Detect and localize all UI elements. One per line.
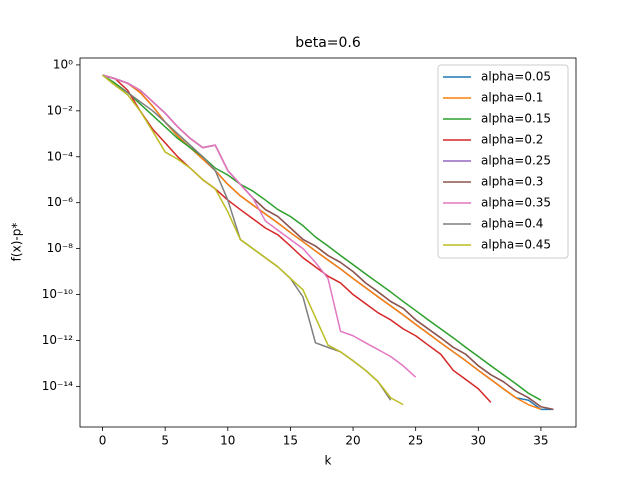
x-tick-label: 25	[408, 434, 423, 448]
series-line	[102, 74, 492, 403]
y-tick-label: 10⁻¹⁴	[42, 379, 73, 393]
legend-label: alpha=0.35	[481, 196, 551, 210]
y-tick-label: 10⁰	[53, 57, 73, 71]
chart-title: beta=0.6	[295, 35, 361, 51]
y-axis-label: f(x)-p*	[10, 223, 24, 262]
x-tick-label: 15	[283, 434, 298, 448]
x-tick-label: 20	[345, 434, 360, 448]
y-tick-label: 10⁻⁴	[47, 149, 74, 163]
x-tick-label: 5	[161, 434, 169, 448]
legend-label: alpha=0.2	[481, 133, 543, 147]
x-axis-label: k	[325, 454, 332, 468]
legend-label: alpha=0.25	[481, 154, 551, 168]
y-tick-label: 10⁻⁶	[47, 195, 74, 209]
x-tick-label: 10	[220, 434, 235, 448]
legend-label: alpha=0.45	[481, 238, 551, 252]
y-tick-label: 10⁻¹²	[42, 333, 73, 347]
y-tick-label: 10⁻⁸	[47, 241, 74, 255]
series-line	[102, 74, 417, 378]
legend-label: alpha=0.05	[481, 70, 551, 84]
x-tick-label: 0	[99, 434, 107, 448]
series-line	[102, 74, 542, 411]
plot-frame	[79, 57, 577, 428]
y-tick-label: 10⁻¹⁰	[42, 287, 73, 301]
x-tick-label: 30	[471, 434, 486, 448]
series-line	[102, 74, 542, 401]
legend-label: alpha=0.1	[481, 91, 543, 105]
series-line	[102, 74, 404, 406]
x-tick-label: 35	[533, 434, 548, 448]
legend-label: alpha=0.4	[481, 217, 543, 231]
legend-box	[437, 64, 569, 259]
legend-label: alpha=0.15	[481, 112, 551, 126]
legend-label: alpha=0.3	[481, 175, 543, 189]
y-tick-label: 10⁻²	[47, 103, 74, 117]
